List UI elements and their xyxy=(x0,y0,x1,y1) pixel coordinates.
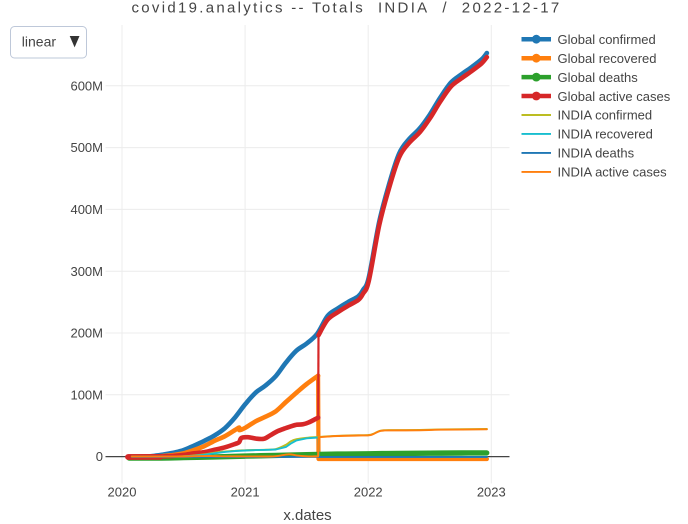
svg-text:INDIA deaths: INDIA deaths xyxy=(558,146,635,161)
svg-text:Global confirmed: Global confirmed xyxy=(558,32,656,47)
svg-text:Global deaths: Global deaths xyxy=(558,70,639,85)
svg-text:INDIA active cases: INDIA active cases xyxy=(558,165,668,180)
svg-text:x.dates: x.dates xyxy=(283,507,331,524)
svg-text:Global active cases: Global active cases xyxy=(558,89,671,104)
svg-text:INDIA confirmed: INDIA confirmed xyxy=(558,108,653,123)
svg-text:Global recovered: Global recovered xyxy=(558,51,657,66)
svg-text:100M: 100M xyxy=(70,387,103,402)
svg-text:400M: 400M xyxy=(70,202,103,217)
svg-text:2023: 2023 xyxy=(477,485,506,500)
svg-text:INDIA recovered: INDIA recovered xyxy=(558,127,653,142)
svg-text:2022: 2022 xyxy=(354,485,383,500)
svg-text:covid19.analytics -- Totals I: covid19.analytics -- Totals INDIA / 2022… xyxy=(131,0,561,17)
svg-text:600M: 600M xyxy=(70,78,103,93)
svg-text:200M: 200M xyxy=(70,326,103,341)
svg-text:linear: linear xyxy=(22,34,57,50)
svg-text:0: 0 xyxy=(96,449,103,464)
svg-text:500M: 500M xyxy=(70,140,103,155)
svg-text:2021: 2021 xyxy=(231,485,260,500)
svg-text:300M: 300M xyxy=(70,264,103,279)
svg-text:2020: 2020 xyxy=(108,485,137,500)
